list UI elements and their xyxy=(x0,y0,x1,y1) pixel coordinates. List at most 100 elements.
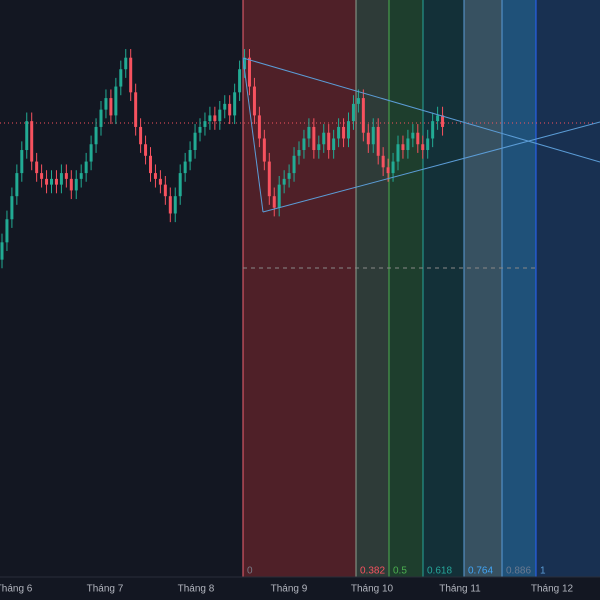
candle-body xyxy=(59,173,63,185)
fib-zone xyxy=(464,0,502,577)
candle-body xyxy=(144,144,148,156)
candle-body xyxy=(69,178,73,191)
candle-body xyxy=(198,126,202,133)
candle-body xyxy=(292,155,296,174)
candle-body xyxy=(307,126,311,139)
candle-body xyxy=(188,150,192,162)
candle-body xyxy=(436,115,440,122)
fib-label: 0 xyxy=(247,566,253,577)
candle-body xyxy=(347,121,350,139)
candle-body xyxy=(267,161,271,197)
fib-zone xyxy=(423,0,464,577)
candle-body xyxy=(134,92,138,127)
candle-body xyxy=(416,132,420,145)
candle-body xyxy=(401,144,405,151)
candle-body xyxy=(262,138,266,162)
candle-body xyxy=(381,155,385,168)
candle-body xyxy=(50,178,53,185)
candle-body xyxy=(64,173,68,179)
candle-body xyxy=(218,109,222,122)
candle-body xyxy=(223,103,227,110)
candle-body xyxy=(317,144,321,151)
candle-body xyxy=(421,144,425,151)
candle-body xyxy=(79,173,83,179)
candle-body xyxy=(391,161,395,174)
fib-label: 1 xyxy=(540,566,546,577)
trend-line xyxy=(262,121,600,213)
triangle xyxy=(242,57,600,213)
candle-body xyxy=(228,103,232,116)
candle-body xyxy=(129,57,133,93)
candle-body xyxy=(10,196,14,220)
fib-label: 0.764 xyxy=(468,566,493,577)
candle-body xyxy=(272,196,276,208)
candle-body xyxy=(297,150,301,156)
candle-body xyxy=(302,138,306,151)
candle-body xyxy=(99,109,103,127)
candle-body xyxy=(431,121,435,139)
candle-body xyxy=(441,115,445,127)
x-tick-label: Tháng 12 xyxy=(531,584,574,595)
fib-zone xyxy=(356,0,389,577)
fib-label: 0.5 xyxy=(393,566,407,577)
candle-body xyxy=(94,126,98,145)
candle-body xyxy=(342,126,346,139)
candle-body xyxy=(124,57,128,70)
candle-body xyxy=(153,173,157,179)
x-tick-label: Tháng 9 xyxy=(271,584,308,595)
candle-body xyxy=(183,161,187,174)
candle-body xyxy=(193,132,197,151)
candle-body xyxy=(233,92,237,116)
candle-body xyxy=(376,126,380,156)
fib-label: 0.382 xyxy=(360,566,385,577)
candle-body xyxy=(351,103,355,122)
candle-body xyxy=(84,161,88,174)
candle-body xyxy=(361,98,365,133)
x-tick-label: Tháng 7 xyxy=(87,584,124,595)
candle-body xyxy=(30,121,34,162)
candle-body xyxy=(287,173,291,179)
candle-body xyxy=(114,86,118,116)
trend-line xyxy=(242,57,264,213)
candle-body xyxy=(139,126,143,145)
candle-body xyxy=(173,196,177,214)
candle-body xyxy=(203,121,207,127)
candle-body xyxy=(238,69,242,93)
candle-body xyxy=(327,132,331,151)
candle-body xyxy=(5,219,9,243)
x-tick-label: Tháng 11 xyxy=(439,584,481,595)
candle-body xyxy=(119,69,123,87)
fib-zone xyxy=(243,0,356,577)
candle-body xyxy=(54,178,58,185)
candle-body xyxy=(243,57,247,70)
candle-body xyxy=(396,144,400,162)
candle-body xyxy=(20,150,24,174)
candle-body xyxy=(282,178,286,185)
candle-body xyxy=(411,132,415,139)
candle-body xyxy=(40,173,44,179)
fib-zone xyxy=(502,0,536,577)
candle-body xyxy=(0,242,4,260)
candle-body xyxy=(15,173,19,197)
candle-body xyxy=(332,138,336,151)
candle-body xyxy=(386,167,390,174)
candle-body xyxy=(277,184,281,208)
x-tick-label: Tháng 6 xyxy=(0,584,33,595)
candle-body xyxy=(89,144,93,162)
candle-body xyxy=(208,115,212,122)
candle-body xyxy=(213,115,217,122)
time-axis xyxy=(0,577,600,600)
x-tick-label: Tháng 10 xyxy=(351,584,394,595)
fib-label: 0.618 xyxy=(427,566,452,577)
candle-body xyxy=(109,98,113,116)
candle-body xyxy=(248,57,251,87)
candle-body xyxy=(322,132,326,145)
candle-body xyxy=(337,126,341,139)
candle-body xyxy=(356,98,360,104)
candle-body xyxy=(149,155,152,174)
candle-body xyxy=(163,184,167,197)
fib-zone xyxy=(389,0,423,577)
fib-zone xyxy=(536,0,600,577)
candle-body xyxy=(45,178,49,185)
